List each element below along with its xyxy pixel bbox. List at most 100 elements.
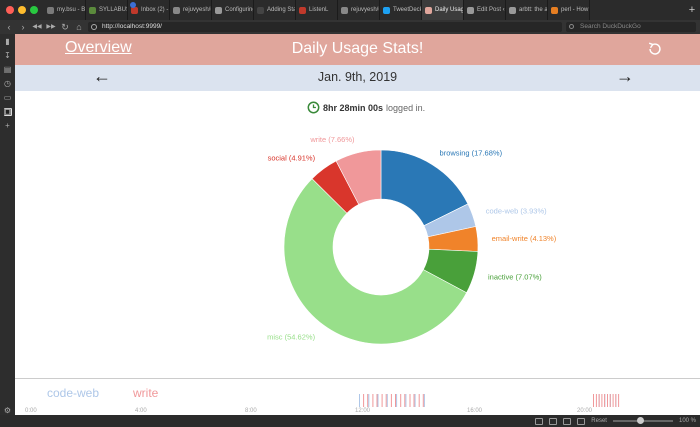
tab-label: TweetDeck [393,7,422,13]
timeline-activity-bar [615,394,617,407]
overview-link[interactable]: Overview [65,39,132,56]
timeline-tick-label: 16:00 [467,408,483,414]
forward-icon[interactable]: › [21,22,25,32]
total-logged-time: 8hr 28min 00s logged in. [307,101,425,114]
zoom-reset-button[interactable]: Reset [591,418,607,424]
usage-donut-chart: browsing (17.68%) code-web (3.93%) email-w… [267,135,557,345]
tab-favicon-icon [89,6,96,14]
donut-slice[interactable] [335,149,382,205]
page-content: Overview Daily Usage Stats! ← Jan. 9th, … [15,34,700,415]
zoom-slider[interactable] [612,417,673,424]
tab-favicon-icon [509,6,516,14]
browser-tab[interactable]: Daily Usage [422,0,464,20]
back-icon[interactable]: ‹ [7,22,11,32]
camera-icon[interactable] [535,417,544,425]
timeline-activity-bar [400,394,402,407]
timeline-activity-bar [609,394,611,407]
history-icon[interactable]: ◷ [4,79,11,88]
close-window-button[interactable] [6,6,14,14]
timeline-tick-label: 8:00 [245,408,257,414]
tab-favicon-icon [341,6,348,14]
fast-forward-icon[interactable]: ▶▶ [46,24,56,30]
image-icon[interactable] [563,417,572,425]
refresh-icon[interactable] [646,40,664,58]
tab-notification-badge [130,2,136,8]
zoom-slider-knob[interactable] [636,417,644,424]
browser-tab-bar: my.bsu - Bal SYLLABUS_(Inbox (2) - b rejuv… [0,0,700,20]
timeline-activity-bar [423,394,425,407]
previous-day-arrow-icon[interactable]: ← [93,66,111,86]
window-panel-icon[interactable]: ▭ [3,93,12,102]
browser-tab[interactable]: Adding Stat [254,0,296,20]
zoom-window-button[interactable] [30,6,38,14]
tab-label: Edit Post ‹ r [477,7,506,13]
timeline-activity-bar [390,394,392,407]
timeline-activity-bar [422,394,424,407]
browser-tab[interactable]: SYLLABUS_( [86,0,128,20]
bookmarks-icon[interactable]: ▮ [5,37,10,46]
add-panel-icon[interactable]: + [5,121,10,130]
downloads-icon[interactable]: ↧ [4,51,11,60]
timeline-tick-label: 4:00 [135,408,147,414]
tab-label: Daily Usage [435,7,464,13]
code-icon[interactable] [577,417,586,425]
rewind-icon[interactable]: ◀◀ [32,24,42,30]
browser-tab[interactable]: Inbox (2) - b [128,0,170,20]
timeline-axis: 0:00 4:00 8:00 12:00 16:00 20:00 [15,408,700,415]
tab-label: ListenL [309,7,329,13]
timeline-activity-bar [377,394,379,407]
url-input[interactable]: http://localhost:9999/ [88,22,562,32]
tab-favicon-icon [299,6,306,14]
tile-icon[interactable] [549,417,558,425]
reload-icon[interactable]: ↻ [61,22,69,32]
minimize-window-button[interactable] [18,6,26,14]
next-day-arrow-icon[interactable]: → [616,66,634,86]
browser-tab[interactable]: rejuvyesh/u [338,0,380,20]
timeline-activity-bar [386,394,388,407]
current-date: Jan. 9th, 2019 [317,70,398,84]
timeline-activity-bar [604,394,606,407]
timeline-activity-bar [372,394,374,407]
search-input[interactable]: Search DuckDuckGo [566,22,696,32]
browser-tab[interactable]: my.bsu - Bal [44,0,86,20]
timeline-activity-bar [359,394,360,407]
home-icon[interactable]: ⌂ [76,22,82,32]
zoom-level: 100 % [678,418,696,424]
browser-status-bar: Reset 100 % [0,415,700,427]
notes-icon[interactable]: ▤ [3,65,12,74]
timeline-legend-code-web[interactable]: code-web [47,386,100,400]
tab-favicon-icon [173,6,180,14]
timeline-tick-label: 12:00 [355,408,371,414]
browser-tab[interactable]: Configuring [212,0,254,20]
timeline-activity-bar [405,394,407,407]
timeline-activity-bar [385,394,387,407]
browser-tab[interactable]: perl - How d [548,0,590,20]
donut-slice[interactable] [283,178,467,345]
tab-label: arbtt: the au [519,7,548,13]
timeline-activity-bar [376,394,378,407]
tab-label: Adding Stat [267,7,296,13]
tab-favicon-icon [47,6,54,14]
timeline-tick-label: 20:00 [577,408,593,414]
timeline-activity-bar [598,394,600,407]
browser-tab[interactable]: rejuvyesh/u [170,0,212,20]
browser-tab[interactable]: Edit Post ‹ r [464,0,506,20]
settings-gear-icon[interactable]: ⚙ [3,406,12,415]
tab-label: rejuvyesh/u [183,7,212,13]
donut-slice-label: browsing (17.68%) [440,149,503,158]
timeline-activity-bar [418,394,420,407]
timeline-activity-bar [368,394,370,407]
timeline-legend-write[interactable]: write [133,386,159,400]
timeline-activity-bar [363,394,365,407]
browser-tab[interactable]: ListenL [296,0,338,20]
timeline-activity-bar [396,394,398,407]
browser-tab[interactable]: TweetDeck [380,0,422,20]
timeline-activity-bar [404,394,406,407]
donut-slice-label: code-web (3.93%) [486,206,547,215]
web-panel-icon[interactable]: ▣ [3,107,12,116]
new-tab-button[interactable]: + [688,4,696,16]
timeline-activity-bar [367,394,369,407]
timeline-activity-bar [593,394,594,407]
browser-tab[interactable]: arbtt: the au [506,0,548,20]
total-time-suffix: logged in. [386,102,426,113]
